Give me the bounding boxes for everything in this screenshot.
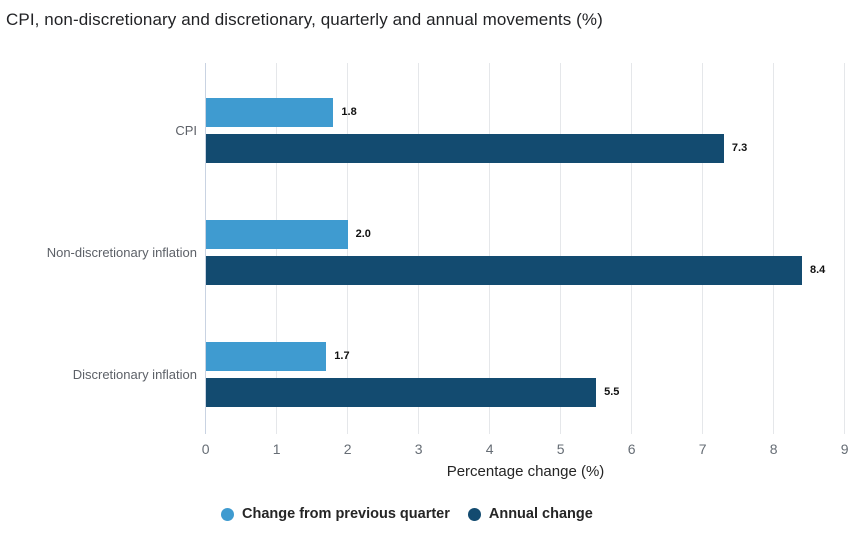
x-tick-label-6: 6 <box>627 441 636 457</box>
data-label-quarterly-0: 1.8 <box>341 106 357 118</box>
bar-annual-2[interactable] <box>205 377 597 407</box>
gridline <box>418 63 420 434</box>
category-label-2: Discretionary inflation <box>72 367 197 382</box>
x-tick-label-8: 8 <box>769 441 778 457</box>
gridline <box>844 63 846 434</box>
x-tick-label-7: 7 <box>698 441 707 457</box>
zero-gridline <box>205 63 207 434</box>
legend: Change from previous quarter Annual chang… <box>221 506 593 522</box>
gridline <box>773 63 775 434</box>
bar-quarterly-1[interactable] <box>205 219 348 249</box>
bar-quarterly-0[interactable] <box>205 97 334 127</box>
x-tick-label-5: 5 <box>556 441 565 457</box>
legend-dot-icon <box>467 507 481 521</box>
legend-dot-icon <box>221 507 234 521</box>
gridline <box>489 63 491 434</box>
bar-quarterly-2[interactable] <box>205 341 327 371</box>
gridline <box>631 63 633 434</box>
gridline <box>560 63 562 434</box>
data-label-quarterly-1: 2.0 <box>355 228 371 240</box>
x-axis-title: Percentage change (%) <box>446 463 605 480</box>
category-label-1: Non-discretionary inflation <box>46 245 197 260</box>
data-label-annual-1: 8.4 <box>810 264 826 276</box>
legend-label: Change from previous quarter <box>242 506 450 522</box>
x-tick-label-1: 1 <box>272 441 281 457</box>
x-tick-label-0: 0 <box>201 441 210 457</box>
bar-annual-0[interactable] <box>205 133 724 163</box>
x-tick-label-3: 3 <box>414 441 423 457</box>
data-label-quarterly-2: 1.7 <box>334 350 350 362</box>
gridline <box>702 63 704 434</box>
gridline <box>347 63 349 434</box>
legend-item-quarterly[interactable]: Change from previous quarter <box>221 506 450 522</box>
legend-item-annual[interactable]: Annual change <box>467 506 593 522</box>
category-label-0: CPI <box>175 123 197 138</box>
x-tick-label-4: 4 <box>485 441 494 457</box>
gridline <box>276 63 278 434</box>
x-tick-label-9: 9 <box>840 441 849 457</box>
chart-title: CPI, non-discretionary and discretionary… <box>6 10 603 29</box>
legend-label: Annual change <box>488 506 593 522</box>
data-label-annual-2: 5.5 <box>604 386 620 398</box>
x-tick-label-2: 2 <box>343 441 352 457</box>
bar-annual-1[interactable] <box>205 255 802 285</box>
data-label-annual-0: 7.3 <box>731 142 748 154</box>
